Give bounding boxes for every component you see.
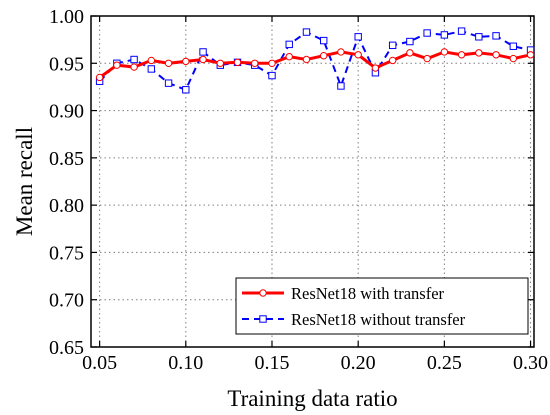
x-tick-label: 0.05 (82, 352, 117, 374)
data-point (337, 82, 345, 90)
data-point (371, 64, 380, 72)
data-point (388, 41, 397, 50)
data-point (147, 65, 156, 73)
data-point (440, 31, 449, 39)
data-point (388, 56, 397, 65)
series-line (98, 50, 531, 79)
legend-entry-label: ResNet18 with transfer (291, 284, 445, 303)
y-tick-label: 0.80 (49, 195, 84, 217)
x-tick-label: 0.30 (513, 352, 548, 374)
legend-marker (259, 289, 267, 297)
data-point (457, 27, 466, 35)
data-point (320, 36, 328, 45)
data-point (457, 51, 466, 59)
y-tick-label: 1.00 (49, 6, 84, 28)
data-point (406, 37, 414, 46)
data-point (147, 56, 156, 65)
x-tick-label: 0.20 (341, 352, 376, 374)
x-tick-label: 0.15 (254, 352, 289, 374)
series-layer (95, 27, 535, 94)
y-axis-label: Mean recall (12, 127, 37, 236)
data-point (440, 48, 449, 56)
data-point (251, 59, 259, 67)
data-point (233, 58, 242, 67)
series-with-transfer (95, 48, 535, 82)
plot-frame (90, 15, 535, 348)
x-tick-label: 0.10 (168, 352, 203, 374)
legend-marker (259, 315, 267, 323)
axis-ticks: 0.05 0.10 0.15 0.20 0.25 0.30 0.65 0.70 0.75 0.80… (49, 6, 548, 374)
data-point (526, 51, 535, 59)
legend: ResNet18 with transfer ResNet18 without t… (235, 277, 529, 335)
y-tick-label: 0.90 (49, 101, 84, 123)
data-point (164, 79, 173, 87)
data-point (320, 52, 328, 60)
y-tick-label: 0.75 (49, 242, 84, 264)
data-point (475, 49, 483, 57)
data-point (337, 48, 345, 56)
y-tick-label: 0.95 (49, 53, 84, 75)
data-point (130, 63, 138, 71)
series-without-transfer (95, 27, 535, 94)
data-point (354, 33, 362, 41)
legend-entry-label: ResNet18 without transfer (291, 310, 466, 329)
data-point (492, 32, 500, 40)
y-tick-label: 0.65 (49, 337, 84, 359)
data-point (509, 42, 518, 50)
data-point (268, 71, 276, 80)
data-point (113, 61, 121, 69)
data-point (199, 48, 207, 56)
data-point (268, 59, 276, 67)
data-point (199, 55, 207, 64)
data-point (182, 86, 190, 94)
legend-box (235, 277, 529, 335)
y-tick-label: 0.70 (49, 290, 84, 312)
data-point (492, 51, 500, 59)
data-point (95, 73, 104, 82)
data-point (285, 40, 293, 49)
data-point (354, 51, 362, 59)
data-point (509, 54, 518, 63)
data-point (406, 49, 414, 57)
data-point (216, 59, 224, 67)
series-line (98, 30, 531, 92)
x-tick-label: 0.25 (427, 352, 462, 374)
data-point (423, 29, 431, 37)
data-point (423, 54, 431, 63)
data-point (302, 55, 311, 64)
data-point (182, 57, 190, 66)
data-point (475, 33, 483, 41)
x-axis-label: Training data ratio (227, 386, 397, 411)
data-point (285, 52, 293, 61)
data-point (302, 28, 311, 36)
data-point (130, 55, 138, 64)
data-point (164, 59, 173, 67)
y-tick-label: 0.85 (49, 148, 84, 170)
